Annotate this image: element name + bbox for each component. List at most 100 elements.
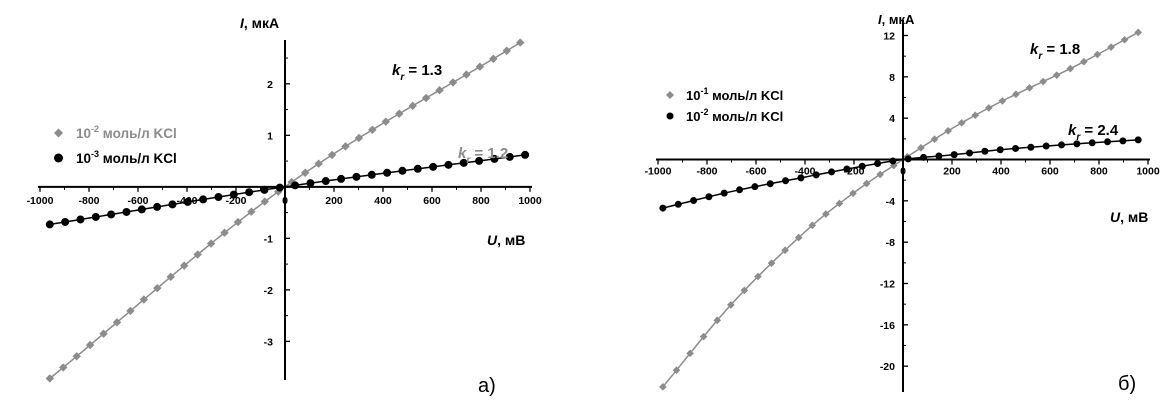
data-point (1025, 84, 1034, 92)
data-point (674, 200, 682, 208)
data-point (998, 97, 1007, 105)
data-point (797, 174, 805, 182)
data-point (849, 189, 857, 198)
data-point (876, 170, 884, 179)
x-tick-label: 200 (325, 195, 343, 207)
data-point (153, 283, 162, 293)
chart-b: -1000 -800 -600 -400 -200 0 200 400 600 800 1000 -2… (645, 12, 1160, 395)
x-axis-unit: , мВ (1120, 209, 1148, 225)
x-tick-label: -800 (696, 166, 717, 178)
data-point (300, 168, 310, 177)
data-point (199, 195, 208, 204)
data-point (996, 146, 1004, 154)
data-point (794, 233, 803, 242)
data-point (1134, 136, 1142, 144)
x-tick-label: -400 (176, 195, 197, 207)
x-tick-label: 0 (282, 195, 288, 207)
data-point (858, 162, 866, 170)
y-axis-var: I (240, 15, 245, 31)
data-point (229, 190, 238, 199)
data-point (260, 197, 270, 206)
data-point (516, 38, 525, 47)
y-tick-label: 4 (889, 113, 895, 125)
legend-entry-2: 10-2 моль/л KCl (686, 107, 783, 124)
data-point (766, 180, 774, 188)
data-point (459, 158, 468, 167)
x-tick-label: -600 (745, 166, 766, 178)
y-axis-unit: , мкА (882, 12, 915, 27)
x-axis-var: U (487, 232, 498, 248)
data-point (413, 164, 422, 173)
data-point (206, 239, 216, 248)
data-point (398, 166, 407, 175)
y-tick-label: -3 (264, 336, 273, 348)
data-point (944, 127, 952, 135)
data-point (421, 93, 431, 103)
data-point (889, 161, 898, 170)
data-point (168, 200, 177, 209)
data-point (843, 165, 851, 173)
x-tick-label: 400 (374, 195, 392, 207)
x-tick-label: -400 (794, 166, 815, 178)
data-point (122, 207, 131, 216)
data-point (352, 172, 361, 181)
x-tick-label: -1000 (27, 195, 54, 207)
data-point (1120, 35, 1129, 44)
data-point (1042, 142, 1050, 150)
data-point (981, 147, 989, 155)
data-point (1066, 64, 1075, 73)
data-point (45, 374, 54, 383)
data-point (462, 70, 471, 79)
ticks-group: -1000 -800 -600 -400 -200 0 200 400 600 800 1000 -2… (645, 31, 1160, 374)
data-point (950, 151, 958, 159)
data-point (139, 295, 149, 304)
data-point (444, 160, 453, 169)
data-point (107, 210, 116, 219)
data-point (930, 135, 939, 143)
y-axis-label: I, мкА (878, 12, 915, 27)
series-group (659, 28, 1142, 391)
data-point (502, 46, 511, 55)
data-point (808, 221, 817, 230)
data-point (490, 154, 499, 163)
data-point (1058, 141, 1066, 149)
data-point (247, 207, 256, 216)
data-point (935, 152, 943, 160)
data-point (183, 197, 192, 206)
data-point (245, 188, 254, 197)
data-point (72, 352, 81, 361)
x-tick-label: 0 (900, 166, 906, 178)
legend-marker-diamond (54, 128, 63, 138)
legend-marker-circle (666, 112, 674, 120)
y-axis-unit: , мкА (244, 15, 279, 31)
data-point (381, 117, 390, 126)
y-tick-label: 2 (267, 79, 273, 91)
data-point (395, 109, 404, 118)
data-point (686, 349, 694, 358)
data-point (489, 54, 498, 63)
data-point (1119, 137, 1127, 145)
x-axis-label: U, мВ (1110, 209, 1148, 225)
data-point (1107, 43, 1115, 51)
x-tick-label: 800 (472, 195, 490, 207)
data-point (822, 210, 830, 218)
data-point (368, 125, 377, 134)
x-tick-label: 1000 (1136, 166, 1160, 178)
y-tick-label: 8 (889, 72, 895, 84)
axes-group (38, 40, 532, 380)
y-tick-label: -2 (264, 285, 273, 297)
data-point (505, 152, 514, 161)
series-group (45, 38, 530, 383)
data-point (690, 197, 698, 205)
data-point (321, 177, 330, 186)
data-point (367, 170, 376, 179)
panel-label: а) (478, 375, 496, 397)
x-axis-unit: , мВ (497, 232, 525, 248)
data-point (966, 149, 974, 157)
data-point (521, 150, 530, 159)
data-point (917, 144, 925, 152)
data-point (862, 179, 871, 188)
kr-annotation-2: kr = 2.4 (1068, 122, 1119, 143)
y-tick-label: -16 (880, 320, 895, 332)
data-point (475, 156, 484, 165)
